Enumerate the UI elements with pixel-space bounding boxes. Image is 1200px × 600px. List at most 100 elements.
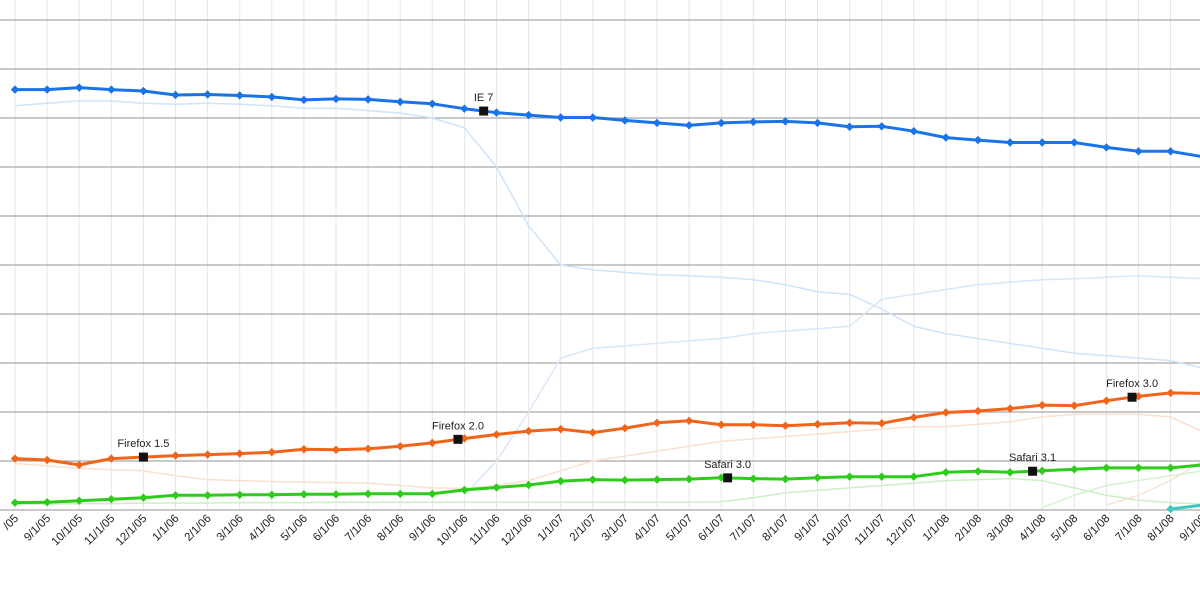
data-point [781, 117, 790, 126]
data-point [1102, 396, 1111, 405]
data-point [973, 467, 983, 476]
data-point [941, 408, 951, 417]
data-point [588, 428, 597, 437]
data-point [107, 495, 116, 504]
x-tick-label: 2/1/06 [183, 513, 214, 544]
data-point [428, 438, 437, 448]
data-point [973, 135, 983, 145]
data-point [1102, 143, 1111, 152]
data-point [1166, 463, 1175, 473]
data-point [363, 489, 373, 499]
data-point [492, 430, 501, 439]
data-point [267, 490, 276, 500]
data-point [460, 104, 469, 113]
data-point [524, 480, 533, 490]
data-point [684, 416, 694, 426]
faint-series-line [1041, 470, 1200, 509]
data-point [1102, 463, 1111, 473]
x-tick-label: 8/1/08 [1146, 513, 1177, 544]
series-line [14, 463, 1200, 505]
data-point [1070, 401, 1079, 410]
release-marker [1127, 392, 1137, 402]
data-point [363, 444, 373, 453]
data-point [428, 489, 437, 499]
data-point [749, 420, 758, 429]
data-point [620, 116, 630, 125]
data-point [749, 117, 758, 127]
data-point [813, 473, 822, 482]
data-point [845, 122, 854, 132]
x-tick-label: 10/1/07 [820, 513, 856, 549]
x-tick-label: 12/1/05 [114, 513, 150, 549]
x-tick-label: 8/1/06 [375, 513, 406, 544]
data-point [42, 85, 52, 94]
data-point [620, 423, 630, 433]
x-tick-label: 11/1/05 [82, 513, 117, 548]
data-point [139, 86, 148, 96]
data-point [235, 91, 244, 100]
data-point [363, 95, 373, 104]
x-tick-label: 11/1/07 [853, 513, 888, 548]
series-line [1170, 503, 1200, 511]
data-point [877, 419, 886, 428]
data-point [299, 490, 309, 499]
release-marker [1028, 466, 1038, 476]
data-point [556, 113, 565, 122]
data-point [299, 445, 309, 454]
x-tick-label: 4/1/06 [247, 513, 278, 544]
x-tick-label: 5/1/06 [279, 513, 310, 544]
data-point [684, 474, 694, 484]
data-point [556, 424, 565, 434]
data-point [331, 94, 341, 104]
release-marker [453, 434, 463, 444]
data-point [845, 472, 854, 481]
data-point [781, 421, 790, 430]
chart-gridlines [0, 0, 1200, 511]
data-point [909, 472, 918, 481]
data-point [107, 454, 116, 463]
data-point [171, 491, 180, 500]
release-marker [138, 452, 148, 462]
data-point [1070, 465, 1079, 474]
data-point [75, 460, 84, 470]
data-point [1005, 138, 1015, 147]
data-point [652, 475, 662, 484]
release-label: Safari 3.1 [1009, 452, 1056, 464]
release-label: Safari 3.0 [704, 459, 751, 471]
data-point [749, 474, 758, 483]
x-tick-label: 1/1/06 [151, 513, 182, 544]
data-point [877, 472, 886, 481]
x-tick-label: 1/1/07 [536, 513, 567, 544]
x-tick-label: 12/1/07 [884, 513, 920, 549]
data-point [235, 490, 244, 500]
data-point [42, 455, 52, 465]
main-series-group [10, 83, 1200, 514]
x-tick-label: 8/1/07 [760, 513, 791, 544]
annotation-group: IE 7 Firefox 1.5 Firefox 2.0 Firefox 3.0 Saf… [117, 92, 1158, 483]
x-tick-label: 9/1/06 [407, 513, 438, 544]
data-point [267, 447, 276, 457]
data-point [1134, 463, 1143, 473]
x-tick-label: 7/1/07 [728, 513, 759, 544]
data-point [396, 442, 405, 451]
data-point [1166, 147, 1175, 156]
x-tick-label: 7/1/06 [343, 513, 374, 544]
data-point [813, 420, 822, 429]
data-point [781, 474, 790, 484]
data-point [492, 483, 501, 492]
data-point [203, 491, 212, 500]
data-point [684, 121, 694, 130]
data-point [909, 413, 918, 422]
x-tick-label: 3/1/07 [600, 513, 631, 544]
faint-series-group [14, 100, 1200, 509]
data-point [428, 99, 437, 108]
data-point [588, 113, 597, 122]
data-point [331, 445, 341, 454]
x-tick-label: 4/1/07 [632, 513, 663, 544]
x-tick-label: 6/1/08 [1081, 513, 1112, 544]
x-tick-label: 2/1/07 [568, 513, 599, 544]
data-point [75, 496, 84, 505]
data-point [1005, 468, 1015, 477]
data-point [1038, 466, 1047, 475]
data-point [75, 83, 84, 92]
